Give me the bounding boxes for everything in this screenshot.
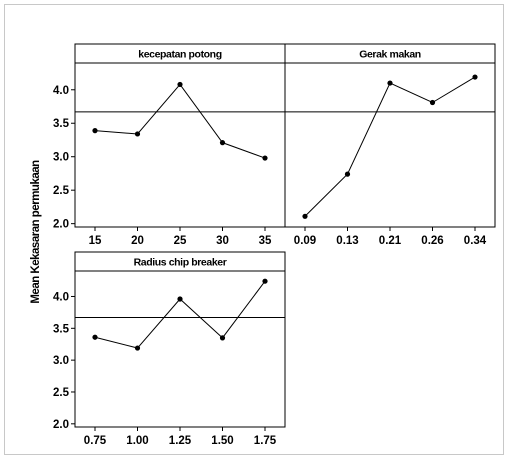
panel-title: Gerak makan: [359, 49, 421, 61]
x-tick-label: 1.50: [211, 435, 233, 447]
y-axis-label: Mean Kekasaran permukaan: [30, 160, 42, 304]
panel-3: Radius chip breaker 0.75 1.00 1.25 1.50 1.75 2…: [53, 251, 286, 447]
panel-1: kecepatan potong 15 20 25 30 35 2.0 2.5 3.0 3.5 4.…: [53, 43, 286, 247]
y-tick-label: 3.0: [53, 152, 69, 164]
x-tick-label: 20: [131, 235, 144, 247]
data-point: [134, 345, 141, 351]
y-tick-label: 4.0: [53, 291, 69, 303]
y-tick-label: 2.0: [53, 419, 69, 431]
x-tick-label: 15: [89, 235, 102, 247]
y-tick-label: 2.5: [53, 185, 70, 197]
x-tick-label: 0.13: [336, 235, 358, 247]
panels: kecepatan potong 15 20 25 30 35 2.0 2.5 3.0 3.5 4.…: [53, 43, 496, 447]
data-point: [92, 334, 98, 340]
y-tick-label: 2.0: [53, 219, 69, 231]
data-point: [262, 155, 268, 161]
data-point: [92, 128, 98, 134]
x-tick-label: 35: [259, 235, 272, 247]
y-tick-label: 3.5: [53, 118, 70, 130]
panel-title: kecepatan potong: [138, 49, 221, 61]
panel-2: Gerak makan 0.09 0.13 0.21 0.26 0.34: [284, 43, 496, 247]
data-point: [344, 171, 351, 177]
x-tick-label: 0.09: [294, 235, 316, 247]
y-tick-label: 3.0: [53, 355, 69, 367]
x-tick-label: 25: [174, 235, 187, 247]
x-tick-label: 0.75: [84, 435, 107, 447]
data-point: [262, 278, 268, 284]
x-tick-label: 0.26: [421, 235, 443, 247]
data-point: [387, 80, 393, 86]
data-point: [219, 335, 226, 341]
y-tick-label: 4.0: [53, 85, 69, 97]
data-point: [134, 131, 141, 137]
data-point: [472, 74, 478, 80]
x-tick-label: 0.34: [464, 235, 487, 247]
x-tick-label: 0.21: [379, 235, 402, 247]
y-tick-label: 2.5: [53, 387, 70, 399]
figure-frame: [4, 4, 504, 455]
data-point: [177, 81, 183, 88]
data-point: [177, 296, 183, 302]
data-point: [429, 99, 436, 106]
x-tick-label: 1.75: [254, 435, 277, 447]
y-tick-label: 3.5: [53, 323, 70, 335]
panel-title: Radius chip breaker: [134, 257, 227, 269]
x-tick-label: 1.00: [126, 435, 148, 447]
data-point: [302, 213, 308, 219]
x-tick-label: 1.25: [169, 435, 192, 447]
data-point: [219, 140, 226, 146]
x-tick-label: 30: [216, 235, 229, 247]
